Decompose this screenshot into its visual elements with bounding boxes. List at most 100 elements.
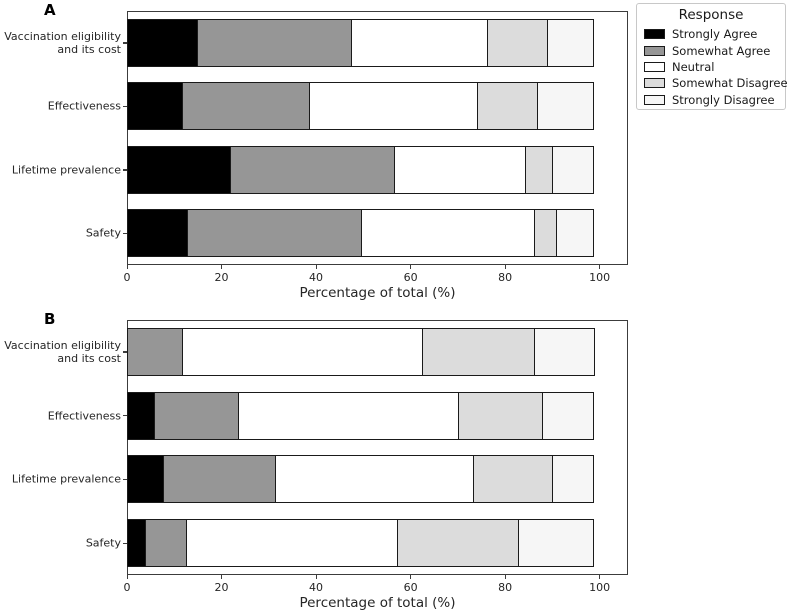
bar-segment-neutral — [185, 519, 399, 568]
legend-item-label: Strongly Disagree — [672, 92, 775, 107]
bar-segment-somewhat-disagree — [524, 145, 553, 194]
y-tick-mark — [123, 478, 127, 481]
x-tick-label: 80 — [498, 271, 513, 284]
x-tick-mark — [504, 575, 506, 579]
x-tick-label: 0 — [123, 581, 131, 594]
category-label: Vaccination eligibility and its cost — [4, 29, 121, 56]
bar-row — [127, 391, 595, 440]
x-tick-label: 100 — [589, 271, 611, 284]
bar-segment-neutral — [275, 455, 474, 504]
x-tick-mark — [599, 265, 601, 269]
bar-segment-neutral — [237, 391, 460, 440]
category-label: Lifetime prevalence — [11, 163, 121, 177]
bar-segment-strongly-agree — [127, 455, 165, 504]
bar-segment-somewhat-disagree — [421, 327, 536, 376]
legend-item: Somewhat Agree — [644, 42, 778, 58]
bar-segment-somewhat-disagree — [458, 391, 544, 440]
legend-swatch-strongly-agree — [644, 29, 665, 40]
bar-row — [127, 82, 595, 131]
bar-row — [127, 18, 595, 67]
category-label: Vaccination eligibility and its cost — [4, 338, 121, 365]
bar-segment-neutral — [308, 82, 479, 131]
bar-segment-somewhat-disagree — [486, 18, 549, 67]
y-tick-mark — [123, 232, 127, 235]
y-tick-mark — [123, 42, 127, 44]
legend-item: Strongly Agree — [644, 26, 778, 42]
x-tick-label: 40 — [309, 581, 324, 594]
bar-row — [127, 455, 595, 504]
x-axis-title: Percentage of total (%) — [299, 595, 456, 611]
bar-segment-strongly-disagree — [542, 391, 595, 440]
bar-segment-strongly-agree — [127, 18, 198, 67]
y-tick-mark — [123, 351, 127, 353]
legend-item: Strongly Disagree — [644, 92, 778, 108]
legend-item-label: Somewhat Disagree — [672, 76, 788, 91]
bar-row — [127, 145, 595, 194]
x-tick-mark — [410, 265, 412, 269]
legend-item: Neutral — [644, 59, 778, 75]
bar-segment-somewhat-agree — [144, 519, 188, 568]
x-tick-mark — [315, 575, 317, 579]
category-label: Effectiveness — [47, 409, 121, 423]
y-tick-mark — [123, 415, 127, 417]
bar-segment-somewhat-disagree — [472, 455, 553, 504]
x-tick-label: 40 — [309, 271, 324, 284]
category-label: Safety — [85, 226, 121, 240]
legend-swatch-somewhat-agree — [644, 45, 665, 56]
legend-item-label: Strongly Agree — [672, 27, 758, 42]
bar-segment-somewhat-disagree — [396, 519, 520, 568]
x-axis-title: Percentage of total (%) — [299, 285, 456, 301]
x-tick-mark — [410, 575, 412, 579]
x-tick-label: 100 — [589, 581, 611, 594]
bar-segment-strongly-disagree — [518, 519, 595, 568]
bar-segment-neutral — [360, 209, 536, 258]
legend: Response Strongly Agree Somewhat Agree Neu… — [636, 3, 788, 110]
x-tick-label: 60 — [403, 581, 418, 594]
bar-row — [127, 327, 596, 376]
legend-item-label: Somewhat Agree — [672, 43, 771, 58]
x-tick-label: 0 — [123, 271, 131, 284]
bar-segment-somewhat-agree — [127, 327, 184, 376]
bar-segment-neutral — [393, 145, 526, 194]
bar-segment-strongly-disagree — [537, 82, 595, 131]
x-tick-mark — [599, 575, 601, 579]
bar-segment-somewhat-disagree — [477, 82, 539, 131]
bar-segment-strongly-disagree — [546, 18, 595, 67]
x-tick-label: 20 — [214, 581, 229, 594]
bar-segment-strongly-disagree — [551, 145, 595, 194]
legend-title: Response — [678, 7, 744, 23]
legend-items: Strongly Agree Somewhat Agree Neutral Somew… — [644, 26, 788, 108]
category-label: Lifetime prevalence — [11, 472, 121, 486]
bar-row — [127, 519, 595, 568]
bar-segment-strongly-agree — [127, 519, 146, 568]
legend-swatch-somewhat-disagree — [644, 78, 665, 89]
x-tick-mark — [221, 265, 223, 269]
bar-row — [127, 209, 595, 258]
y-tick-mark — [123, 542, 127, 544]
y-tick-mark — [123, 105, 127, 108]
x-tick-mark — [126, 575, 128, 579]
bar-segment-neutral — [351, 18, 489, 67]
bar-segment-somewhat-agree — [229, 145, 395, 194]
bar-segment-somewhat-agree — [182, 82, 310, 131]
legend-swatch-strongly-disagree — [644, 94, 665, 105]
category-label: Safety — [85, 536, 121, 550]
bar-segment-strongly-disagree — [551, 455, 595, 504]
bar-segment-strongly-disagree — [556, 209, 595, 258]
bar-segment-strongly-agree — [127, 391, 156, 440]
legend-item-label: Neutral — [672, 59, 715, 74]
bar-segment-somewhat-agree — [163, 455, 277, 504]
x-tick-mark — [126, 265, 128, 269]
bar-segment-strongly-agree — [127, 82, 184, 131]
bar-segment-strongly-agree — [127, 145, 231, 194]
legend-swatch-neutral — [644, 61, 665, 72]
y-tick-mark — [123, 169, 127, 171]
bar-segment-neutral — [182, 327, 424, 376]
bar-segment-somewhat-agree — [153, 391, 240, 440]
category-label: Effectiveness — [47, 99, 121, 113]
legend-item: Somewhat Disagree — [644, 75, 788, 91]
x-tick-mark — [315, 265, 317, 269]
